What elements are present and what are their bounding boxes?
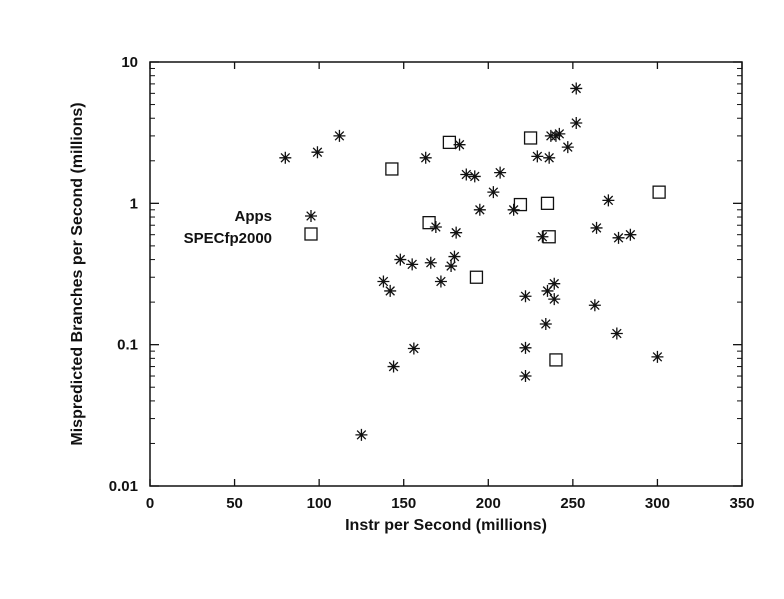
y-tick-label: 0.1 — [117, 337, 138, 354]
point-apps — [424, 256, 437, 269]
data-points — [279, 82, 666, 441]
plot-frame — [149, 61, 743, 487]
point-apps — [519, 341, 532, 354]
point-specfp2000 — [422, 216, 436, 230]
point-apps — [561, 141, 574, 154]
point-apps — [519, 370, 532, 383]
point-apps — [450, 226, 463, 239]
point-apps — [602, 194, 615, 207]
point-apps — [588, 299, 601, 312]
point-apps — [531, 150, 544, 163]
point-apps — [612, 231, 625, 244]
point-apps — [406, 258, 419, 271]
legend: Apps SPECfp2000 — [184, 208, 318, 247]
point-apps — [549, 129, 562, 142]
x-axis: 0 50 100 150 200 250 300 350 — [146, 62, 755, 512]
y-tick-label: 10 — [121, 54, 138, 71]
point-apps — [311, 146, 324, 159]
point-specfp2000 — [542, 230, 556, 244]
legend-marker-apps — [305, 210, 317, 222]
point-apps — [570, 82, 583, 95]
point-apps — [279, 151, 292, 164]
point-apps — [394, 253, 407, 266]
y-axis-title: Mispredicted Branches per Second (millio… — [69, 102, 86, 445]
point-apps — [651, 350, 664, 363]
point-apps — [434, 275, 447, 288]
point-apps — [570, 117, 583, 130]
point-apps — [377, 275, 390, 288]
point-apps — [448, 250, 461, 263]
point-apps — [468, 170, 481, 183]
point-apps — [494, 166, 507, 179]
point-apps — [590, 221, 603, 234]
point-apps — [384, 284, 397, 297]
point-apps — [507, 203, 520, 216]
point-specfp2000 — [549, 353, 563, 367]
point-apps — [445, 260, 458, 273]
point-apps — [460, 168, 473, 181]
point-apps — [548, 277, 561, 290]
x-axis-title: Instr per Second (millions) — [345, 517, 547, 534]
x-tick-label: 100 — [307, 495, 332, 512]
x-tick-label: 150 — [391, 495, 416, 512]
point-apps — [387, 360, 400, 373]
point-apps — [541, 284, 554, 297]
point-apps — [419, 151, 432, 164]
x-tick-label: 250 — [560, 495, 585, 512]
x-tick-label: 350 — [729, 495, 754, 512]
point-apps — [333, 129, 346, 142]
point-specfp2000 — [523, 131, 538, 145]
point-apps — [548, 293, 561, 306]
point-apps — [539, 318, 552, 331]
y-axis: 0.01 0.1 1 10 — [109, 54, 742, 495]
point-apps — [407, 342, 420, 355]
point-apps — [543, 151, 556, 164]
y-tick-label: 0.01 — [109, 478, 138, 495]
point-specfp2000 — [652, 185, 666, 199]
point-apps — [453, 138, 466, 151]
point-apps — [536, 230, 549, 243]
legend-marker-specfp2000 — [304, 227, 318, 241]
point-specfp2000 — [385, 162, 399, 176]
point-apps — [429, 221, 442, 234]
x-tick-label: 200 — [476, 495, 501, 512]
x-tick-label: 50 — [226, 495, 243, 512]
x-tick-label: 300 — [645, 495, 670, 512]
point-apps — [553, 127, 566, 140]
point-apps — [610, 327, 623, 340]
point-specfp2000 — [442, 135, 457, 150]
point-apps — [519, 290, 532, 303]
point-apps — [624, 228, 637, 241]
legend-label-apps: Apps — [235, 208, 273, 225]
point-apps — [487, 186, 500, 199]
x-tick-label: 0 — [146, 495, 154, 512]
point-apps — [473, 203, 486, 216]
point-specfp2000 — [513, 197, 528, 212]
point-apps — [355, 428, 368, 441]
point-specfp2000 — [540, 196, 555, 210]
y-tick-label: 1 — [130, 195, 138, 212]
point-specfp2000 — [469, 270, 484, 284]
legend-label-specfp2000: SPECfp2000 — [184, 230, 272, 247]
